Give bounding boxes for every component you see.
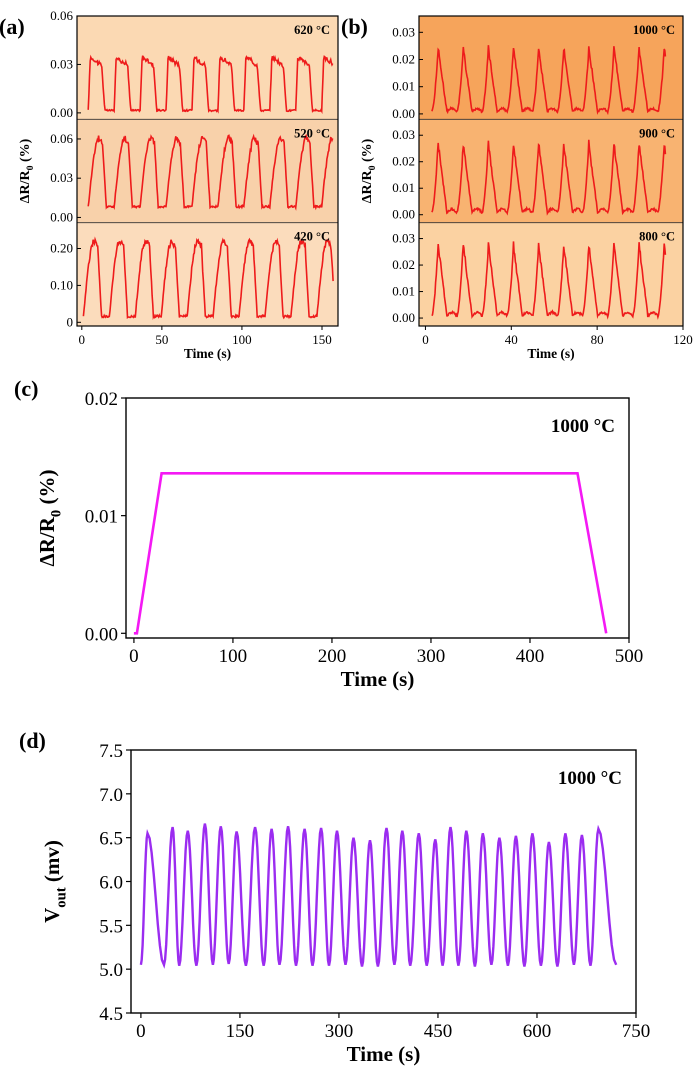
y-tick-label: 0.10 bbox=[50, 277, 73, 292]
y-tick-label: 0.03 bbox=[392, 231, 415, 246]
y-axis-label: ΔR/R0 (%) bbox=[18, 138, 36, 203]
y-tick-label: 0.00 bbox=[392, 106, 415, 121]
y-tick-label: 0.03 bbox=[392, 127, 415, 142]
series-line bbox=[431, 241, 667, 320]
panel-label: (b) bbox=[341, 14, 368, 39]
y-tick-label: 6.5 bbox=[99, 829, 123, 850]
x-tick-label: 50 bbox=[155, 332, 168, 347]
y-axis-label: ΔR/R0 (%) bbox=[35, 470, 64, 567]
x-axis-label: Time (s) bbox=[341, 667, 415, 691]
subplot-background bbox=[419, 119, 683, 223]
x-tick-label: 200 bbox=[318, 646, 347, 667]
x-axis-label: Time (s) bbox=[527, 346, 574, 361]
plot-frame bbox=[418, 15, 684, 327]
x-axis-label: Time (s) bbox=[184, 346, 231, 361]
panel-label: (d) bbox=[19, 728, 46, 753]
x-tick-label: 100 bbox=[219, 646, 248, 667]
y-tick-label: 4.5 bbox=[99, 1004, 123, 1025]
y-tick-label: 6.0 bbox=[99, 873, 123, 894]
y-tick-label: 7.0 bbox=[99, 785, 123, 806]
series-line bbox=[87, 133, 334, 211]
x-axis-label: Time (s) bbox=[347, 1042, 421, 1066]
temperature-annotation: 900 °C bbox=[639, 126, 675, 140]
y-tick-label: 0.01 bbox=[85, 507, 118, 528]
x-tick-label: 150 bbox=[226, 1021, 255, 1042]
y-tick-label: 7.5 bbox=[99, 741, 123, 762]
panel-0: 0.00 0.03 0.06 620 °C 0.00 0.03 0.06 520 °C 0 0.1… bbox=[0, 8, 339, 361]
temperature-annotation: 1000 °C bbox=[633, 23, 675, 37]
series-line bbox=[431, 45, 667, 116]
y-tick-label: 5.0 bbox=[99, 960, 123, 981]
panel-3: 0 150 300 450 600 750 4.5 5.0 5.5 6.0 6.5 7.0 7.5 Tim… bbox=[19, 728, 650, 1066]
y-tick-label: 0.06 bbox=[50, 8, 73, 23]
y-tick-label: 0.00 bbox=[392, 310, 415, 325]
y-axis-label: Vout (mv) bbox=[40, 840, 69, 923]
series-line bbox=[431, 139, 667, 216]
x-tick-label: 40 bbox=[505, 332, 518, 347]
plot-frame bbox=[125, 397, 630, 639]
temperature-annotation: 1000 °C bbox=[551, 416, 615, 437]
y-tick-label: 0.03 bbox=[50, 56, 73, 71]
x-tick-label: 500 bbox=[615, 646, 644, 667]
y-tick-label: 0.02 bbox=[392, 257, 415, 272]
series-line bbox=[82, 236, 334, 321]
y-tick-label: 0.00 bbox=[392, 207, 415, 222]
x-tick-label: 100 bbox=[232, 332, 252, 347]
x-tick-label: 300 bbox=[325, 1021, 354, 1042]
series-line bbox=[133, 472, 608, 635]
x-tick-label: 150 bbox=[312, 332, 332, 347]
x-tick-label: 0 bbox=[136, 1021, 146, 1042]
temperature-annotation: 520 °C bbox=[294, 126, 330, 140]
y-axis-label: ΔR/R0 (%) bbox=[360, 138, 378, 203]
y-tick-label: 0.02 bbox=[85, 389, 118, 410]
plot-frame bbox=[76, 15, 339, 327]
y-tick-label: 0.00 bbox=[85, 624, 118, 645]
y-tick-label: 5.5 bbox=[99, 916, 123, 937]
x-tick-label: 0 bbox=[129, 646, 139, 667]
subplot-background bbox=[419, 222, 683, 326]
series-line bbox=[87, 54, 334, 115]
y-tick-label: 0.06 bbox=[50, 131, 73, 146]
subplot-background bbox=[419, 16, 683, 120]
x-tick-label: 450 bbox=[424, 1021, 453, 1042]
x-tick-label: 750 bbox=[622, 1021, 651, 1042]
y-tick-label: 0.00 bbox=[50, 209, 73, 224]
temperature-annotation: 420 °C bbox=[294, 230, 330, 244]
y-tick-label: 0.02 bbox=[392, 154, 415, 169]
x-tick-label: 400 bbox=[516, 646, 545, 667]
temperature-annotation: 620 °C bbox=[294, 23, 330, 37]
y-tick-label: 0.20 bbox=[50, 241, 73, 256]
x-tick-label: 0 bbox=[422, 332, 429, 347]
x-tick-label: 300 bbox=[417, 646, 446, 667]
y-tick-label: 0.01 bbox=[392, 180, 415, 195]
y-tick-label: 0.03 bbox=[392, 24, 415, 39]
temperature-annotation: 1000 °C bbox=[558, 768, 622, 789]
x-tick-label: 0 bbox=[79, 332, 86, 347]
y-tick-label: 0.00 bbox=[50, 105, 73, 120]
series-line bbox=[139, 823, 618, 969]
temperature-annotation: 800 °C bbox=[639, 230, 675, 244]
x-tick-label: 80 bbox=[591, 332, 604, 347]
panel-label: (c) bbox=[14, 376, 38, 401]
y-tick-label: 0.02 bbox=[392, 52, 415, 67]
y-tick-label: 0.01 bbox=[392, 284, 415, 299]
panel-label: (a) bbox=[0, 14, 25, 39]
panel-2: 0 100 200 300 400 500 0.00 0.01 0.02 Time (s) ΔR/R… bbox=[14, 376, 643, 691]
x-tick-label: 600 bbox=[523, 1021, 552, 1042]
y-tick-label: 0 bbox=[67, 314, 74, 329]
panel-1: 0.00 0.01 0.02 0.03 1000 °C 0.00 0.01 0.02 0.03 9… bbox=[341, 14, 693, 361]
y-tick-label: 0.03 bbox=[50, 170, 73, 185]
y-tick-label: 0.01 bbox=[392, 79, 415, 94]
x-tick-label: 120 bbox=[673, 332, 693, 347]
